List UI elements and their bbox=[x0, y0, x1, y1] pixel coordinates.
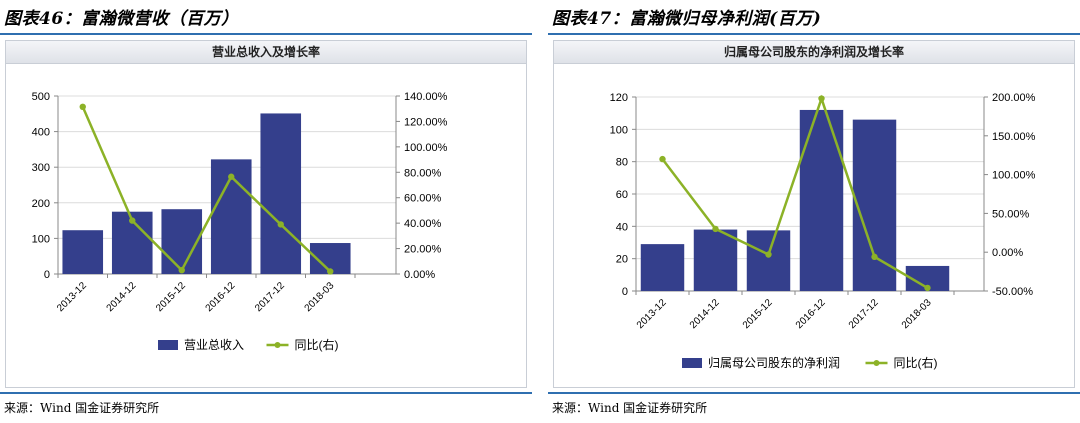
series-point bbox=[659, 155, 666, 163]
right-tick-label: 100.00% bbox=[404, 142, 448, 154]
right-tick-label: 100.00% bbox=[992, 170, 1036, 182]
x-tick-label: 2013-12 bbox=[635, 297, 669, 331]
legend-line-label: 同比(右) bbox=[295, 337, 339, 352]
left-tick-label: 0 bbox=[44, 269, 50, 281]
bar bbox=[62, 230, 104, 274]
legend-bar-swatch bbox=[682, 358, 702, 368]
x-tick-label: 2017-12 bbox=[253, 280, 287, 314]
right-tick-label: 200.00% bbox=[992, 92, 1036, 104]
series-point bbox=[178, 266, 185, 274]
x-tick-label: 2016-12 bbox=[204, 280, 238, 314]
figure-panel-revenue: 图表46：富瀚微营收（百万） 营业总收入及增长率 0 100 200 300 400 50… bbox=[0, 0, 532, 423]
legend-bar-label: 归属母公司股东的净利润 bbox=[708, 355, 840, 370]
x-tick-label: 2015-12 bbox=[154, 280, 188, 314]
x-tick-label: 2018-03 bbox=[900, 297, 934, 331]
series-point bbox=[277, 221, 284, 228]
legend-line-label: 同比(右) bbox=[894, 355, 938, 370]
left-tick-label: 100 bbox=[32, 233, 50, 245]
series-point bbox=[79, 103, 86, 111]
title-rule bbox=[0, 33, 532, 35]
x-tick-label: 2014-12 bbox=[688, 297, 722, 331]
x-tick-label: 2014-12 bbox=[105, 280, 139, 314]
title-rule bbox=[548, 33, 1080, 35]
right-tick-label: 50.00% bbox=[992, 208, 1030, 220]
left-tick-label: 20 bbox=[616, 254, 628, 266]
right-tick-label: 40.00% bbox=[404, 218, 442, 230]
left-tick-label: 80 bbox=[616, 157, 628, 169]
bar bbox=[746, 230, 791, 291]
left-tick-label: 200 bbox=[32, 198, 50, 210]
left-tick-label: 500 bbox=[32, 91, 50, 103]
right-tick-label: 0.00% bbox=[992, 247, 1023, 259]
right-tick-label: 0.00% bbox=[404, 269, 435, 281]
x-tick-label: 2017-12 bbox=[847, 297, 881, 331]
series-point bbox=[129, 217, 136, 224]
left-tick-label: 100 bbox=[610, 124, 628, 136]
series-point bbox=[712, 225, 719, 233]
right-tick-label: 80.00% bbox=[404, 167, 442, 179]
right-tick-label: -50.00% bbox=[992, 286, 1033, 298]
figure-panel-net-profit: 图表47：富瀚微归母净利润(百万) 归属母公司股东的净利润及增长率 0 20 40 6… bbox=[548, 0, 1080, 423]
x-tick-label: 2018-03 bbox=[303, 280, 337, 314]
left-tick-label: 40 bbox=[616, 221, 628, 233]
right-tick-label: 120.00% bbox=[404, 116, 448, 128]
x-tick-label: 2013-12 bbox=[55, 280, 89, 314]
legend-line-marker bbox=[274, 342, 281, 348]
right-tick-label: 20.00% bbox=[404, 244, 442, 256]
legend-bar-label: 营业总收入 bbox=[184, 338, 244, 352]
left-tick-label: 400 bbox=[32, 127, 50, 139]
series-point bbox=[924, 284, 931, 292]
chart-title: 营业总收入及增长率 bbox=[6, 41, 526, 64]
series-line bbox=[81, 106, 332, 273]
figure-title: 图表46：富瀚微营收（百万） bbox=[4, 9, 239, 29]
series-point bbox=[818, 95, 825, 102]
left-tick-label: 120 bbox=[610, 92, 628, 104]
bar bbox=[260, 113, 302, 274]
right-tick-label: 150.00% bbox=[992, 131, 1036, 143]
chart-frame: 归属母公司股东的净利润及增长率 0 20 40 60 80 100 120 -50.00% 0.… bbox=[553, 40, 1075, 388]
series-point bbox=[765, 251, 772, 258]
series-line bbox=[661, 94, 929, 289]
source-note: 来源：Wind 国金证券研究所 bbox=[4, 401, 160, 415]
net-profit-chart: 0 20 40 60 80 100 120 -50.00% 0.00% 50.00% 100.00%… bbox=[610, 92, 1036, 370]
source-rule bbox=[548, 392, 1080, 394]
chart-frame: 营业总收入及增长率 0 100 200 300 400 500 0.00% 20.00% 40.… bbox=[5, 40, 527, 388]
x-tick-label: 2015-12 bbox=[741, 297, 775, 331]
source-rule bbox=[0, 392, 532, 394]
x-tick-label: 2016-12 bbox=[794, 297, 828, 331]
legend-bar-swatch bbox=[158, 340, 178, 350]
series-point bbox=[871, 253, 878, 261]
bar bbox=[693, 229, 738, 291]
bar bbox=[799, 109, 844, 291]
right-tick-label: 140.00% bbox=[404, 91, 448, 103]
source-note: 来源：Wind 国金证券研究所 bbox=[552, 401, 708, 415]
chart-title: 归属母公司股东的净利润及增长率 bbox=[554, 41, 1074, 64]
left-tick-label: 0 bbox=[622, 286, 628, 298]
revenue-chart: 0 100 200 300 400 500 0.00% 20.00% 40.00% 60.00% 8… bbox=[32, 91, 448, 352]
figure-title: 图表47：富瀚微归母净利润(百万) bbox=[552, 9, 822, 29]
bar bbox=[161, 209, 203, 274]
bar bbox=[640, 244, 685, 291]
left-tick-label: 60 bbox=[616, 189, 628, 201]
legend-line-marker bbox=[873, 360, 880, 366]
series-point bbox=[228, 173, 235, 180]
series-point bbox=[327, 268, 334, 275]
left-tick-label: 300 bbox=[32, 162, 50, 174]
bar bbox=[852, 119, 897, 291]
right-tick-label: 60.00% bbox=[404, 193, 442, 205]
